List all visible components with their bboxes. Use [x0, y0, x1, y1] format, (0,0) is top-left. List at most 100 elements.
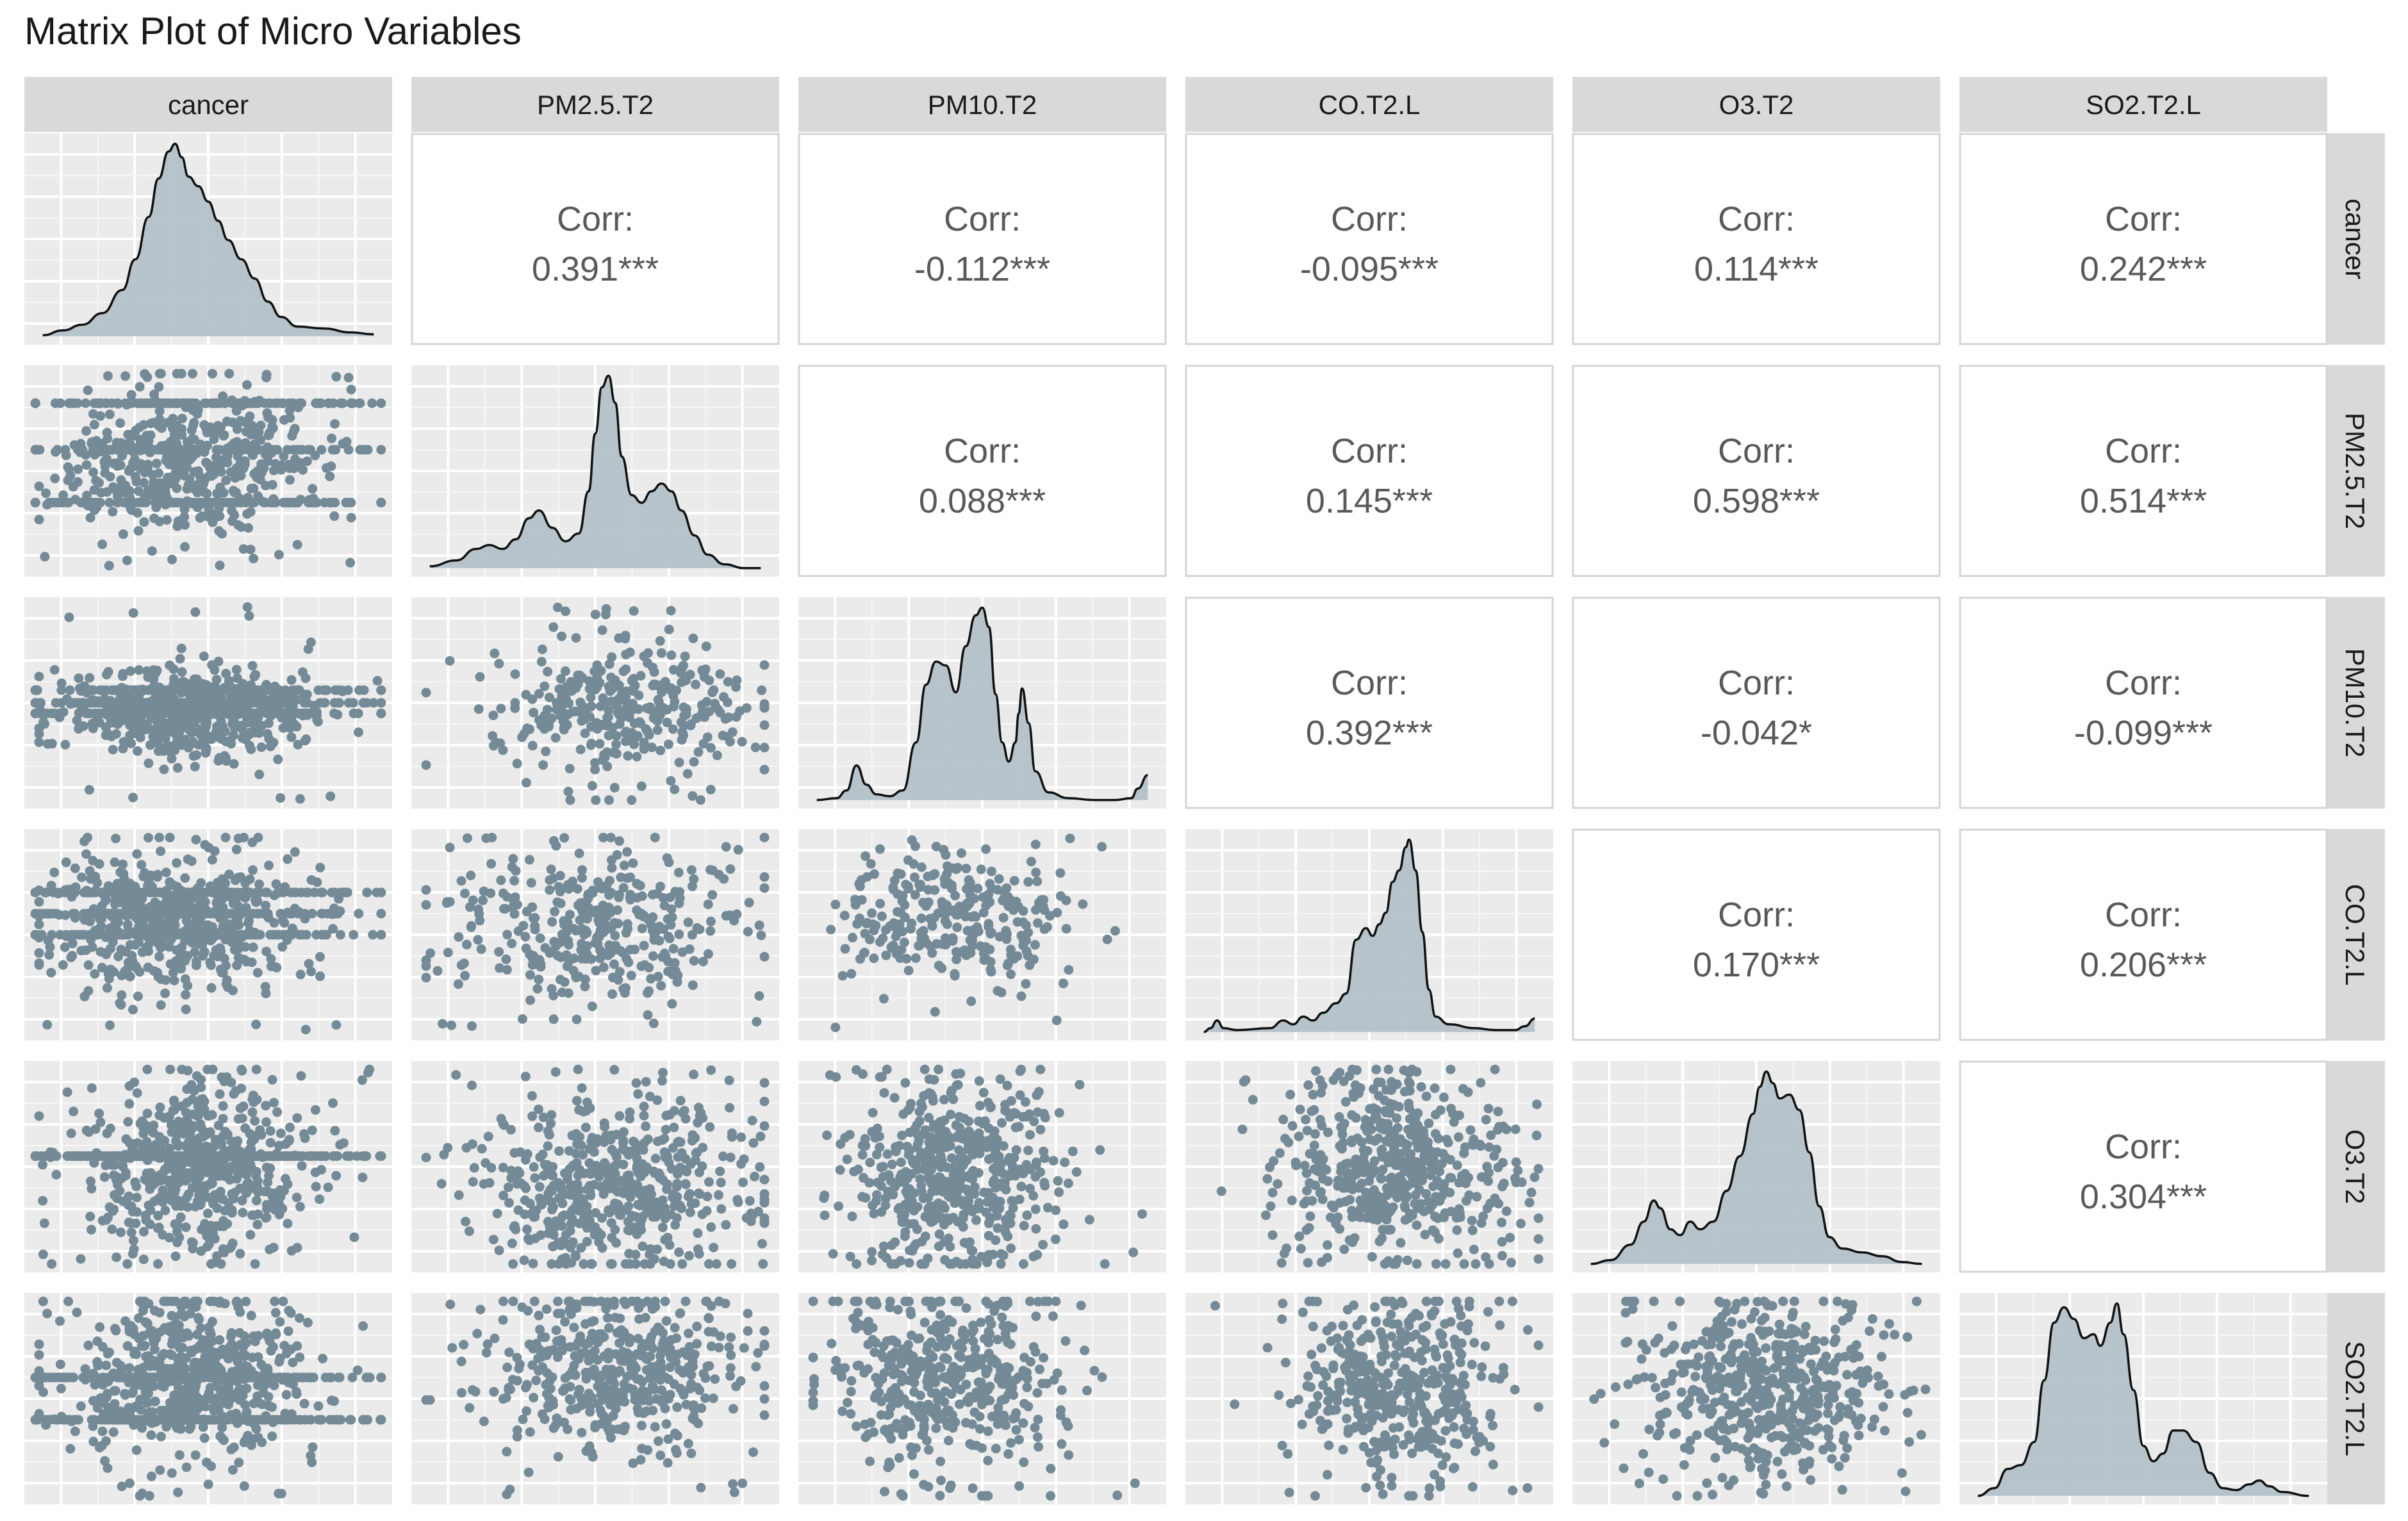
data-point [1030, 839, 1041, 850]
data-point [292, 1113, 302, 1123]
data-point [522, 1224, 532, 1235]
data-point [284, 398, 294, 408]
data-point [475, 672, 485, 682]
data-point [224, 887, 235, 898]
data-point [695, 712, 705, 721]
data-point [254, 397, 263, 407]
data-point [86, 935, 96, 944]
chart-title: Matrix Plot of Micro Variables [24, 10, 522, 53]
data-point [157, 709, 167, 719]
data-point [288, 445, 299, 455]
data-point [243, 523, 253, 533]
data-point [636, 961, 647, 971]
data-point [659, 901, 670, 910]
data-point [606, 685, 616, 695]
data-point [38, 1196, 48, 1206]
data-point [308, 484, 318, 494]
data-point [759, 764, 770, 775]
data-point [224, 676, 234, 686]
panel-r0-c1: Corr:0.391*** [411, 133, 780, 345]
data-point [293, 685, 303, 695]
data-point [559, 833, 570, 843]
data-point [705, 926, 716, 936]
data-point [220, 398, 230, 408]
data-point [501, 954, 511, 964]
data-point [594, 930, 604, 940]
data-point [869, 953, 879, 964]
data-point [103, 371, 113, 381]
data-point [149, 708, 159, 718]
data-point [255, 1125, 265, 1135]
data-point [232, 930, 242, 940]
data-point [986, 967, 996, 977]
data-point [108, 507, 118, 517]
data-point [250, 1116, 260, 1126]
data-point [707, 687, 718, 698]
data-point [245, 1128, 255, 1139]
data-point [462, 939, 472, 950]
data-point [987, 866, 996, 876]
data-point [169, 673, 179, 684]
data-point [295, 1202, 305, 1212]
data-point [264, 860, 274, 871]
data-point [89, 420, 99, 430]
data-point [56, 685, 67, 695]
data-point [235, 1249, 245, 1259]
data-point [113, 491, 123, 502]
data-point [421, 973, 431, 983]
data-point [167, 753, 177, 764]
data-point [723, 732, 733, 742]
data-point [653, 971, 663, 982]
corr-value: 0.598*** [1693, 482, 1820, 520]
data-point [321, 463, 331, 473]
data-point [227, 417, 238, 427]
data-point [202, 1064, 213, 1074]
data-point [850, 894, 860, 905]
data-point [186, 685, 197, 695]
data-point [46, 880, 56, 891]
data-point [622, 953, 631, 964]
data-point [50, 398, 60, 408]
data-point [725, 864, 736, 874]
data-point [133, 991, 143, 1001]
data-point [521, 689, 531, 700]
data-point [144, 758, 154, 768]
data-point [61, 857, 71, 867]
data-point [103, 434, 113, 444]
data-point [271, 1151, 281, 1161]
data-point [607, 652, 617, 662]
data-point [56, 887, 67, 898]
data-point [969, 911, 979, 921]
data-point [595, 739, 605, 749]
data-point [353, 709, 363, 718]
data-point [65, 685, 75, 695]
panel-r2-c4: Corr:-0.042* [1572, 596, 1941, 809]
data-point [303, 644, 313, 654]
data-point [754, 920, 764, 930]
data-point [112, 1193, 122, 1203]
data-point [167, 1120, 176, 1130]
data-point [123, 908, 133, 919]
data-point [1012, 917, 1023, 927]
data-point [229, 759, 239, 769]
data-point [30, 887, 40, 898]
data-point [286, 675, 297, 685]
data-point [1039, 895, 1049, 905]
data-point [128, 608, 138, 618]
data-point [593, 877, 603, 887]
data-point [310, 450, 320, 461]
data-point [981, 844, 991, 854]
data-point [252, 967, 263, 978]
data-point [254, 445, 264, 455]
panel-r0-c5: Corr:0.242*** [1959, 133, 2328, 345]
data-point [581, 954, 591, 964]
data-point [154, 415, 165, 425]
data-point [637, 923, 647, 933]
data-point [693, 1228, 703, 1238]
data-point [1065, 834, 1075, 844]
data-point [103, 1212, 113, 1222]
data-point [655, 709, 665, 719]
data-point [707, 890, 718, 900]
data-point [980, 942, 991, 952]
data-point [47, 930, 57, 940]
